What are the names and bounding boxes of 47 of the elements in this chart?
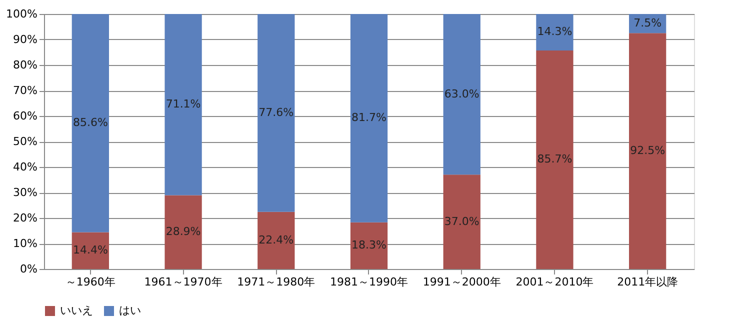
data-label: 71.1% xyxy=(166,98,201,111)
y-tick-label: 0% xyxy=(20,262,38,276)
data-label: 85.7% xyxy=(537,152,572,166)
y-tick-label: 70% xyxy=(13,84,38,97)
y-tick-label: 80% xyxy=(13,58,38,72)
data-label: 18.3% xyxy=(352,238,386,252)
y-tick-label: 10% xyxy=(13,237,38,250)
bar xyxy=(536,50,574,269)
bar xyxy=(629,33,666,269)
legend-label: いいえ xyxy=(60,304,93,317)
bar xyxy=(350,222,388,269)
data-label: 14.4% xyxy=(72,244,108,257)
x-tick-label: 1981～1990年 xyxy=(330,276,408,288)
x-tick-label: 2001～2010年 xyxy=(516,276,594,288)
data-label: 37.0% xyxy=(444,214,480,228)
data-label: 92.5% xyxy=(630,144,666,158)
x-tick-label: 2011年以降 xyxy=(617,276,678,288)
y-tick-label: 60% xyxy=(13,110,38,122)
x-tick-label: 1961～1970年 xyxy=(144,276,222,288)
bar xyxy=(350,14,388,222)
data-label: 14.3% xyxy=(537,25,572,38)
data-label: 85.6% xyxy=(72,116,108,130)
y-tick-label: 90% xyxy=(13,33,38,46)
bar xyxy=(443,174,480,269)
data-label: 77.6% xyxy=(258,106,294,119)
data-label: 7.5% xyxy=(634,16,662,30)
data-label: 28.9% xyxy=(166,225,201,238)
bar xyxy=(164,14,202,196)
x-tick-label: 1971～1980年 xyxy=(237,276,316,288)
y-tick-label: 30% xyxy=(13,186,38,199)
bar xyxy=(72,14,109,232)
bar xyxy=(164,195,202,269)
y-tick-label: 50% xyxy=(13,135,38,148)
data-label: 81.7% xyxy=(352,111,386,124)
bar xyxy=(258,14,295,212)
y-tick-label: 40% xyxy=(13,160,38,174)
y-tick-label: 100% xyxy=(6,8,38,20)
bar xyxy=(536,14,574,50)
bar xyxy=(258,212,295,269)
bar xyxy=(72,232,109,269)
data-label: 63.0% xyxy=(444,87,480,100)
y-tick-label: 20% xyxy=(13,212,38,224)
x-tick-label: ～1960年 xyxy=(65,276,116,288)
legend-label: はい xyxy=(119,304,141,317)
bar xyxy=(443,14,480,175)
data-label: 22.4% xyxy=(258,233,294,246)
x-tick-label: 1991～2000年 xyxy=(422,276,501,288)
